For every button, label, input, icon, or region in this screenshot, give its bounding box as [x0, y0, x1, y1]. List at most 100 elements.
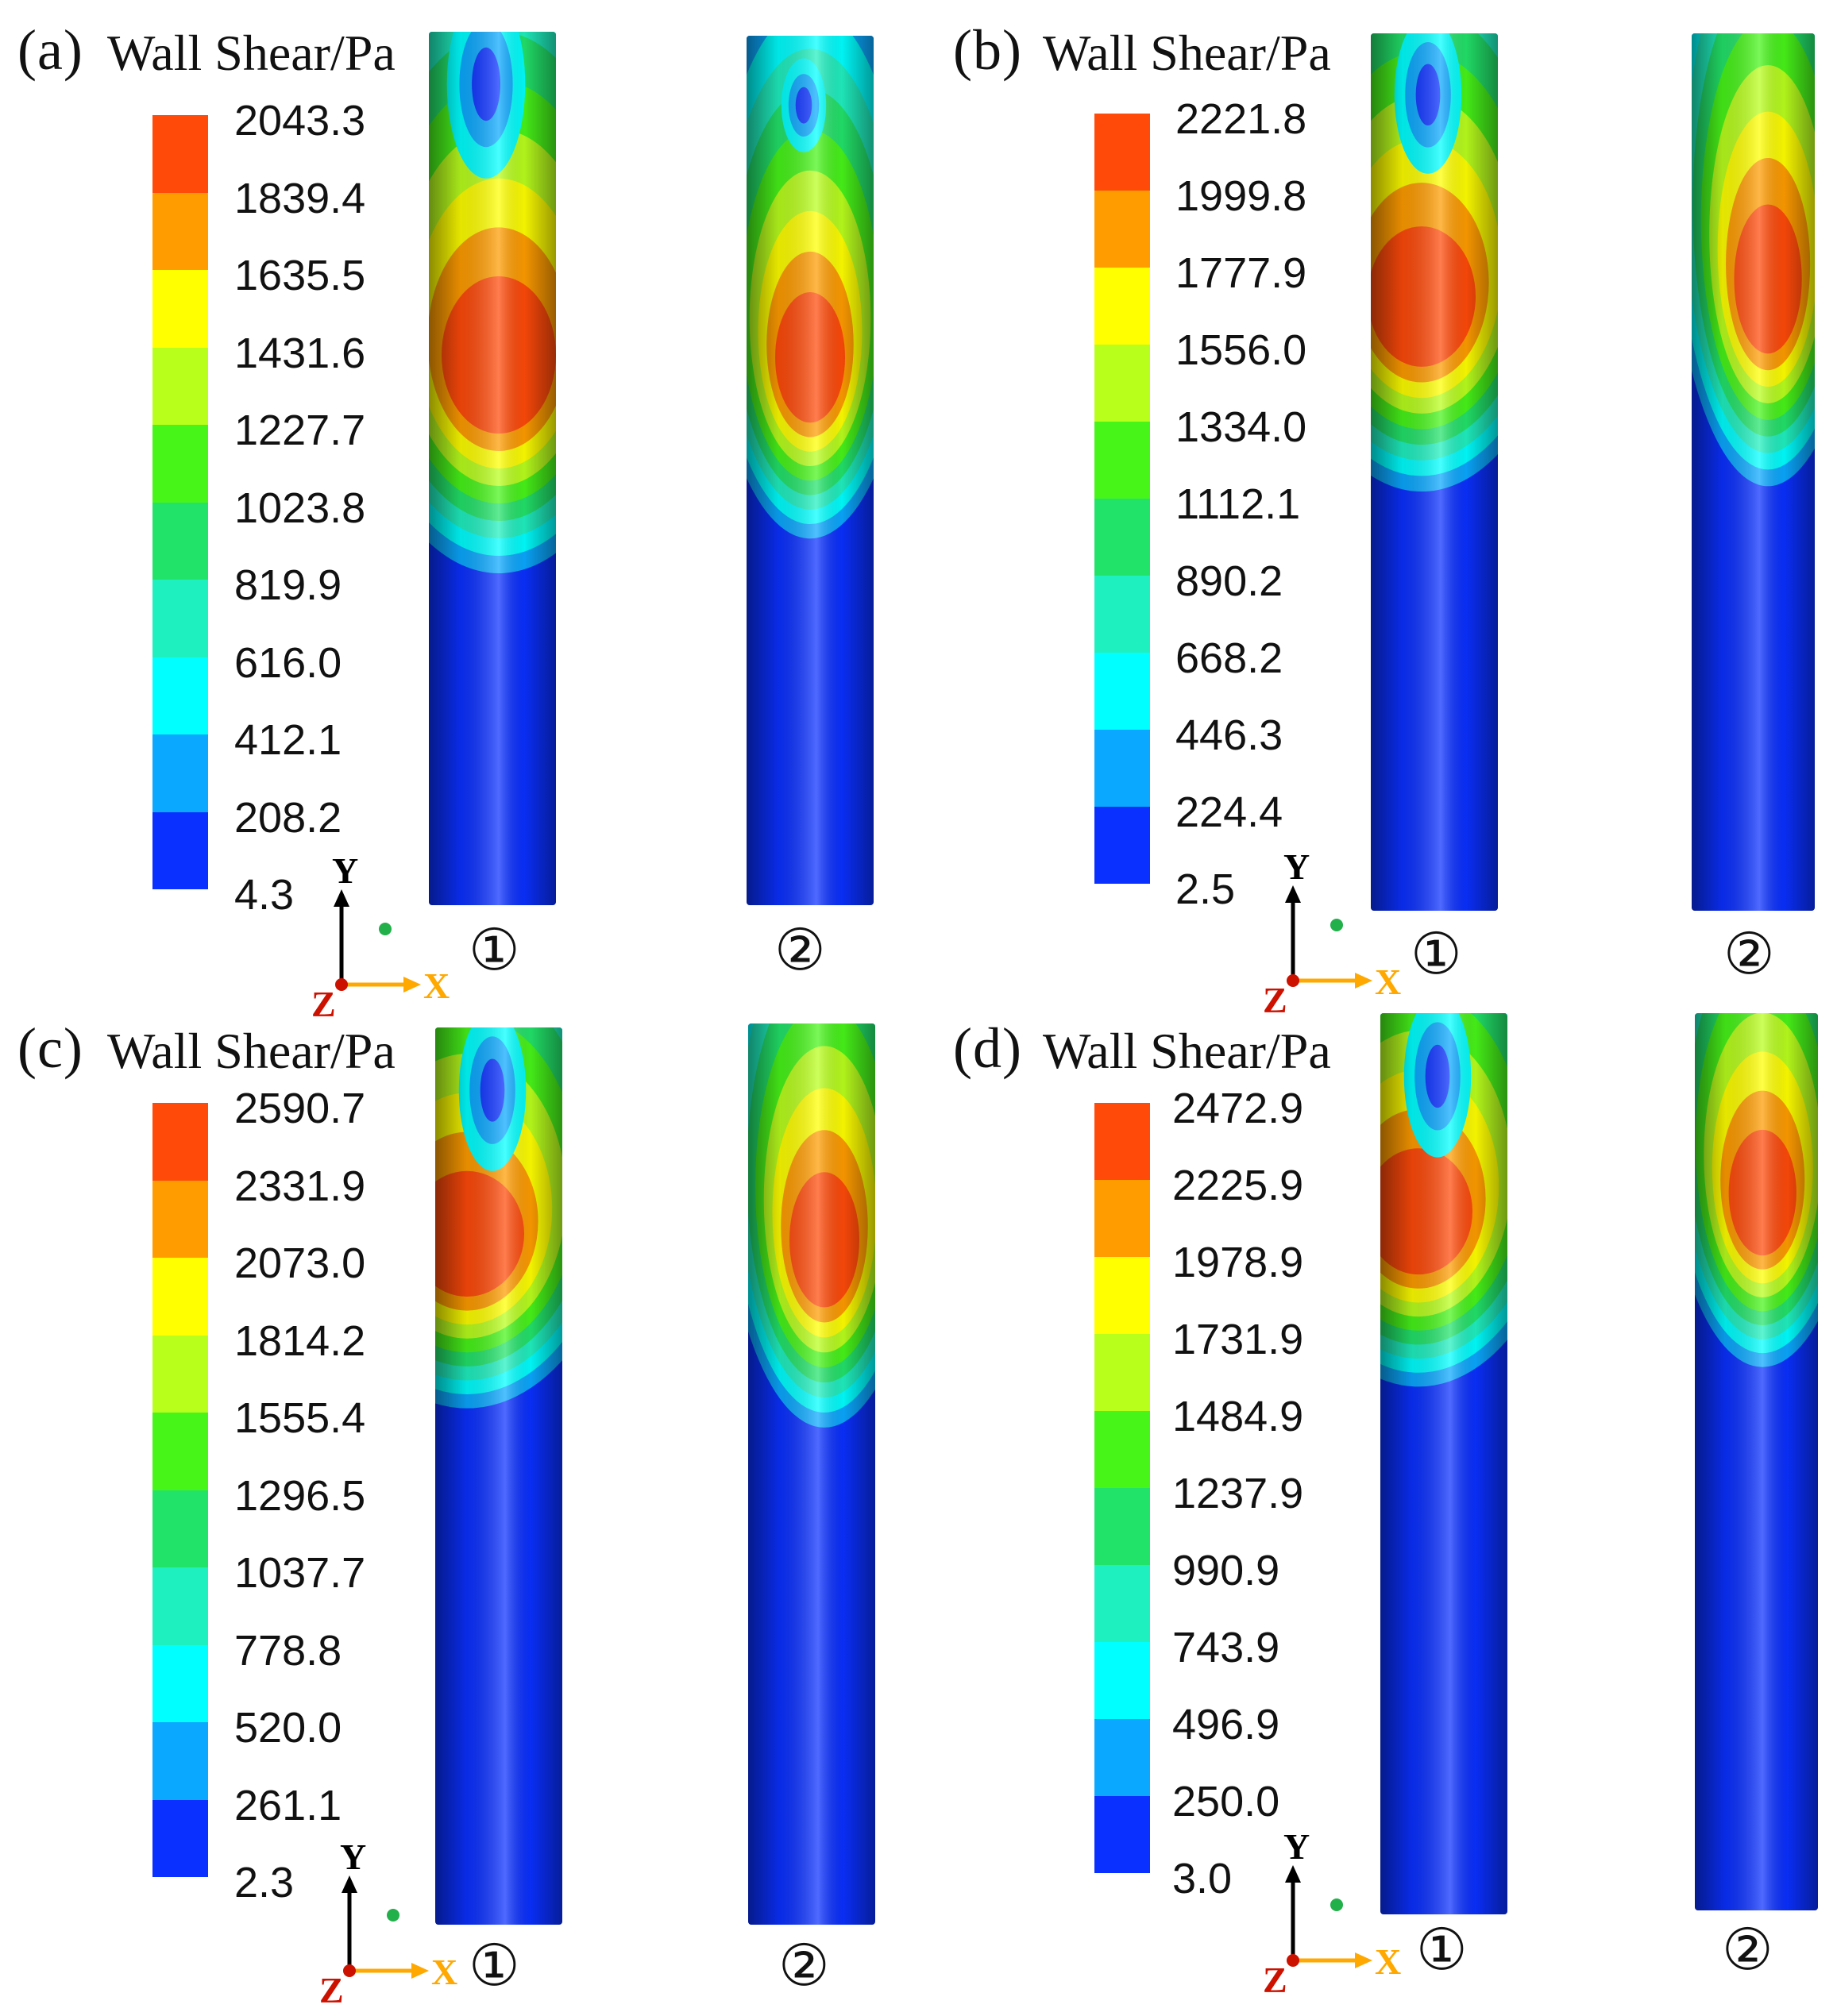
colorbar-tick-label: 1296.5	[234, 1471, 366, 1520]
colorbar-tick-label: 1023.8	[234, 484, 366, 532]
colorbar-segment	[152, 270, 208, 348]
colorbar-tick-label: 261.1	[234, 1781, 342, 1829]
colorbar-segment	[152, 1722, 208, 1800]
tube-label-2: ②	[774, 916, 826, 983]
colorbar-tick-label: 2225.9	[1172, 1162, 1304, 1209]
colorbar-segment	[1094, 1719, 1150, 1796]
colorbar-tick-label: 1037.7	[234, 1549, 366, 1597]
wall-shear-contour-tube-1	[429, 32, 556, 905]
colorbar-segment	[1094, 807, 1150, 884]
colorbar-tick-label: 2331.9	[234, 1162, 366, 1210]
wall-shear-contour-tube-2	[748, 1023, 875, 1925]
colorbar-segment	[1094, 191, 1150, 268]
colorbar-tick-label: 250.0	[1172, 1778, 1280, 1825]
colorbar-segment	[1094, 422, 1150, 499]
colorbar-segment	[1094, 499, 1150, 576]
colorbar-tick-label: 890.2	[1175, 557, 1283, 605]
colorbar-tick-label: 1731.9	[1172, 1316, 1304, 1363]
colorbar-segment	[1094, 730, 1150, 807]
colorbar-segment	[1094, 653, 1150, 730]
colorbar	[1094, 1103, 1150, 1873]
colorbar-segment	[152, 425, 208, 503]
colorbar-tick-label: 1635.5	[234, 252, 366, 299]
view-indicator-dot	[387, 1909, 399, 1922]
y-axis-label: Y	[332, 850, 358, 891]
colorbar-tick-label: 1999.8	[1175, 172, 1307, 220]
z-axis-label: Z	[319, 1970, 344, 2010]
tube-label-2: ②	[1723, 920, 1775, 987]
colorbar-title: Wall Shear/Pa	[107, 25, 396, 81]
tube-label-1: ①	[1411, 920, 1462, 987]
coordinate-axes-triad: Y X Z	[302, 1837, 477, 2010]
colorbar-tick-label: 819.9	[234, 561, 342, 609]
colorbar-segment	[152, 734, 208, 812]
coordinate-axes-triad: Y X Z	[1245, 1826, 1420, 2000]
colorbar-tick-label: 668.2	[1175, 634, 1283, 682]
colorbar-title: Wall Shear/Pa	[1043, 25, 1331, 81]
wall-shear-contour-tube-1	[435, 1027, 562, 1925]
z-axis-label: Z	[311, 984, 336, 1024]
view-indicator-dot	[379, 923, 392, 935]
colorbar-tick-label: 778.8	[234, 1626, 342, 1675]
colorbar-tick-label: 2043.3	[234, 97, 366, 145]
colorbar-tick-label: 496.9	[1172, 1701, 1280, 1748]
colorbar-segment	[1094, 1103, 1150, 1180]
wall-shear-contour-tube-1	[1371, 33, 1498, 911]
colorbar-tick-label: 412.1	[234, 716, 342, 764]
y-axis-label: Y	[1283, 1826, 1310, 1867]
colorbar-tick-label: 520.0	[234, 1704, 342, 1752]
colorbar-tick-label: 2221.8	[1175, 95, 1307, 143]
view-indicator-dot	[1330, 919, 1343, 931]
colorbar-title: Wall Shear/Pa	[1043, 1023, 1331, 1079]
colorbar-segment	[152, 1567, 208, 1645]
colorbar-segment	[152, 115, 208, 193]
colorbar-segment	[1094, 1642, 1150, 1719]
wall-shear-contour-tube-2	[1692, 33, 1815, 911]
wall-shear-contour-tube-2	[747, 36, 874, 905]
colorbar-tick-label: 1484.9	[1172, 1393, 1304, 1440]
colorbar	[152, 115, 208, 889]
colorbar-tick-label: 446.3	[1175, 711, 1283, 759]
colorbar-tick-label: 1227.7	[234, 407, 366, 454]
colorbar	[1094, 114, 1150, 884]
y-axis-label: Y	[1283, 846, 1310, 887]
colorbar-segment	[1094, 1257, 1150, 1334]
colorbar-segment	[152, 1258, 208, 1336]
x-axis-label: X	[431, 1952, 457, 1992]
colorbar-segment	[1094, 1334, 1150, 1411]
colorbar-segment	[1094, 114, 1150, 191]
colorbar-title: Wall Shear/Pa	[107, 1023, 396, 1079]
view-indicator-dot	[1330, 1898, 1343, 1911]
colorbar-segment	[152, 1335, 208, 1413]
tube-label-2: ②	[1722, 1916, 1773, 1983]
tube-label-1: ①	[469, 916, 520, 983]
colorbar-tick-label: 208.2	[234, 793, 342, 842]
colorbar-segment	[152, 1413, 208, 1490]
z-axis-origin	[1287, 974, 1299, 987]
colorbar-tick-label: 2.5	[1175, 865, 1236, 913]
panel-a: (a) Wall Shear/Pa 2043.3 1839.4 1635.5 1431.6…	[0, 0, 918, 1024]
colorbar-tick-label: 4.3	[234, 871, 295, 919]
y-axis-label: Y	[340, 1837, 366, 1877]
panel-label: (d)	[953, 1016, 1022, 1080]
colorbar-segment	[152, 347, 208, 425]
colorbar-segment	[152, 1103, 208, 1181]
panel-d: (d) Wall Shear/Pa 2472.9 2225.9 1978.9 1731.9…	[936, 988, 1837, 2016]
colorbar-segment	[152, 192, 208, 270]
colorbar-tick-label: 2073.0	[234, 1239, 366, 1287]
colorbar-segment	[1094, 1411, 1150, 1488]
colorbar-segment	[1094, 268, 1150, 345]
colorbar-segment	[1094, 1488, 1150, 1565]
wall-shear-contour-tube-1	[1380, 1013, 1507, 1914]
colorbar-tick-label: 1814.2	[234, 1316, 366, 1365]
tube-label-1: ①	[469, 1932, 520, 1999]
wall-shear-contour-tube-2	[1695, 1013, 1818, 1910]
colorbar-tick-label: 1777.9	[1175, 249, 1307, 297]
colorbar-tick-label: 1556.0	[1175, 326, 1307, 374]
colorbar-segment	[152, 1799, 208, 1877]
colorbar-tick-label: 2590.7	[234, 1085, 366, 1132]
colorbar-tick-label: 2.3	[234, 1859, 295, 1906]
tube-label-1: ①	[1416, 1916, 1468, 1983]
colorbar-segment	[152, 811, 208, 889]
z-axis-origin	[343, 1964, 356, 1977]
